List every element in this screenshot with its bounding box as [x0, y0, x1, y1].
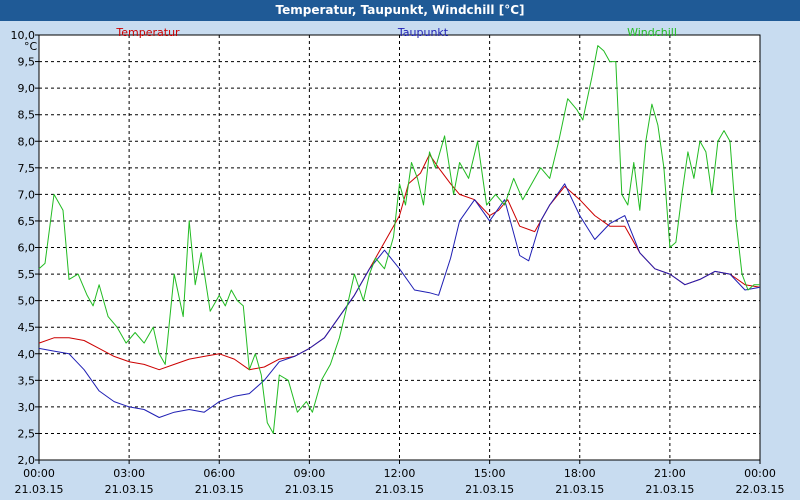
- x-tick-date: 21.03.15: [555, 483, 604, 496]
- x-tick-date: 21.03.15: [645, 483, 694, 496]
- window-title: Temperatur, Taupunkt, Windchill [°C]: [0, 0, 800, 21]
- x-tick-time: 00:00: [23, 467, 55, 480]
- x-tick-date: 21.03.15: [285, 483, 334, 496]
- legend-entry-temperatur: Temperatur: [115, 26, 180, 39]
- y-tick-label: 5,5: [18, 268, 36, 281]
- y-tick-label: 7,0: [18, 188, 36, 201]
- x-tick-time: 21:00: [654, 467, 686, 480]
- x-tick-time: 03:00: [113, 467, 145, 480]
- x-tick-time: 06:00: [203, 467, 235, 480]
- series-line-windchill: [38, 45, 760, 434]
- x-tick-time: 00:00: [744, 467, 776, 480]
- x-tick-time: 12:00: [384, 467, 416, 480]
- x-tick-date: 21.03.15: [375, 483, 424, 496]
- legend-entry-taupunkt: Taupunkt: [397, 26, 449, 39]
- x-tick-date: 21.03.15: [15, 483, 64, 496]
- x-tick-date: 21.03.15: [195, 483, 244, 496]
- y-tick-label: 6,5: [18, 215, 36, 228]
- legend: Temperatur Taupunkt Windchill: [115, 26, 677, 39]
- y-tick-label: 2,0: [18, 454, 36, 467]
- y-tick-label: 9,5: [18, 56, 36, 69]
- y-tick-label: 9,0: [18, 82, 36, 95]
- x-tick-date: 21.03.15: [465, 483, 514, 496]
- line-chart: 2,0 2,5 3,0 3,5 4,0 4,5 5,0 5,5 6,0 6,5 7,0 7,5 8,0 8…: [11, 26, 785, 496]
- x-tick-time: 18:00: [564, 467, 596, 480]
- axis-ticks: 2,0 2,5 3,0 3,5 4,0 4,5 5,0 5,5 6,0 6,5 7,0 7,5 8,0 8…: [11, 29, 785, 496]
- y-tick-label: 2,5: [18, 427, 36, 440]
- y-tick-label: 3,0: [18, 401, 36, 414]
- y-tick-label: 6,0: [18, 242, 36, 255]
- y-tick-label: 8,0: [18, 135, 36, 148]
- y-tick-label: 8,5: [18, 109, 36, 122]
- y-tick-label: 7,5: [18, 162, 36, 175]
- y-tick-label: 3,5: [18, 374, 36, 387]
- y-axis-label: °C: [24, 40, 38, 53]
- y-tick-label: 10,0: [11, 29, 36, 42]
- x-tick-time: 15:00: [474, 467, 506, 480]
- x-tick-date: 22.03.15: [736, 483, 785, 496]
- y-tick-label: 4,0: [18, 348, 36, 361]
- x-tick-date: 21.03.15: [105, 483, 154, 496]
- x-tick-time: 09:00: [294, 467, 326, 480]
- grid-lines: [39, 35, 760, 460]
- y-tick-label: 4,5: [18, 321, 36, 334]
- series-line-taupunkt: [38, 183, 761, 418]
- series-line-temperatur: [38, 154, 761, 371]
- legend-entry-windchill: Windchill: [627, 26, 677, 39]
- y-tick-label: 5,0: [18, 295, 36, 308]
- series-layer: [38, 45, 761, 434]
